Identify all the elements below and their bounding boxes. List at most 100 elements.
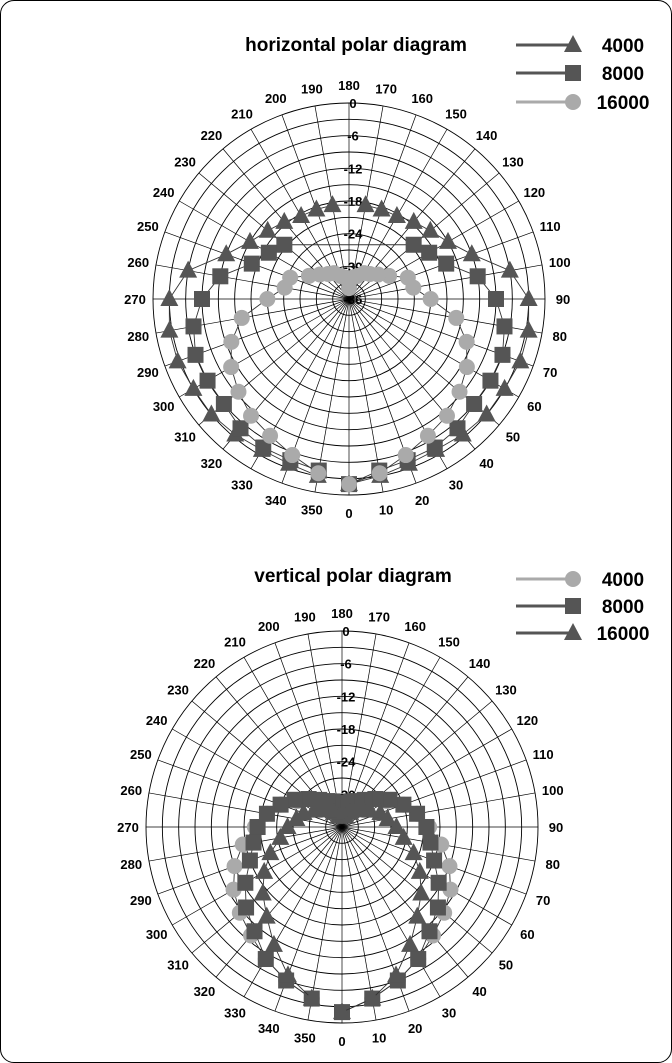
data-point [304,800,323,818]
angle-tick-label: 180 [338,78,360,93]
data-point [262,427,279,444]
data-point [238,899,255,916]
radial-tick-label: -18 [337,722,356,737]
data-point [284,447,301,464]
angle-tick-label: 260 [120,783,142,798]
angle-tick-label: 220 [194,656,216,671]
angle-tick-label: 260 [127,255,149,270]
angle-tick-label: 170 [368,609,390,624]
data-point [249,819,266,835]
data-point [307,199,326,217]
legend-entry-4000: 4000 [516,35,644,57]
legend-entry-16000: 16000 [516,623,649,645]
data-point [404,843,423,861]
angle-tick-label: 140 [476,128,498,143]
angle-tick-label: 170 [375,81,397,96]
grid-spoke [341,826,493,954]
data-point [372,199,391,217]
data-point [429,899,446,916]
data-point [168,351,187,369]
data-point [426,852,443,869]
radial-tick-label: -6 [340,657,352,672]
data-point [261,843,280,861]
grid-spoke [341,826,441,997]
angle-tick-label: 160 [411,91,433,106]
data-point [300,267,317,284]
polar-chart-1: horizontal polar diagram 0 10 20 30 40 50 60 70 8… [124,35,649,521]
data-point [194,291,210,307]
angle-tick-label: 190 [301,81,323,96]
data-point [243,407,260,424]
data-point [160,289,179,306]
angle-tick-label: 50 [499,958,513,973]
angle-tick-label: 300 [153,399,175,414]
angle-tick-label: 70 [543,365,557,380]
angle-tick-label: 310 [167,958,189,973]
data-point [448,309,465,326]
grid-spoke [307,826,343,1021]
data-point [426,439,443,456]
angle-tick-label: 210 [224,635,246,650]
angle-tick-label: 110 [533,747,554,762]
angle-tick-label: 350 [301,503,323,518]
grid-spoke [341,792,536,828]
data-point [215,395,232,412]
data-point [466,395,483,412]
data-point [395,796,412,813]
angle-tick-label: 340 [258,1021,280,1036]
chart-title: vertical polar diagram [254,566,451,587]
radial-tick-label: 0 [342,624,349,639]
angle-tick-label: 10 [372,1031,386,1046]
data-point [387,817,406,834]
angle-tick-label: 120 [516,713,538,728]
data-point [278,817,297,834]
data-point [496,318,513,335]
data-point [408,906,427,924]
data-point [371,465,388,482]
legend-label: 4000 [602,36,644,57]
data-point [500,260,519,278]
angle-tick-label: 20 [408,1021,422,1036]
legend-marker [564,623,582,640]
data-point [363,988,382,1006]
data-point [462,244,481,262]
angle-tick-label: 150 [438,635,460,650]
data-point [488,291,504,307]
data-point [246,923,263,940]
data-point [438,255,455,272]
series-16000 [223,265,475,493]
angle-tick-label: 350 [294,1031,316,1046]
data-point [286,791,303,808]
angle-tick-label: 80 [546,857,560,872]
data-point [272,796,289,813]
data-point [276,279,293,296]
grid-spoke [191,826,343,954]
data-point [419,427,436,444]
grid-spoke [314,298,350,493]
data-point [278,965,297,983]
data-point [394,827,413,845]
data-point [412,883,431,901]
chart-title: horizontal polar diagram [245,35,467,56]
legend-label: 8000 [602,597,644,618]
data-point [253,883,272,901]
data-point [259,291,276,307]
data-point [458,359,475,376]
data-point [397,447,414,464]
data-point [264,934,283,952]
data-point [421,923,438,940]
data-point [439,231,458,249]
data-point [495,378,514,396]
angle-tick-label: 90 [556,292,570,307]
angle-tick-label: 230 [167,682,189,697]
angle-tick-label: 50 [506,430,520,445]
data-point [271,827,290,845]
angle-tick-label: 200 [258,619,280,634]
data-point [184,378,203,396]
data-point [341,476,357,493]
data-point [223,359,240,376]
data-point [410,861,429,879]
data-point [422,834,439,851]
angle-tick-label: 190 [294,609,316,624]
